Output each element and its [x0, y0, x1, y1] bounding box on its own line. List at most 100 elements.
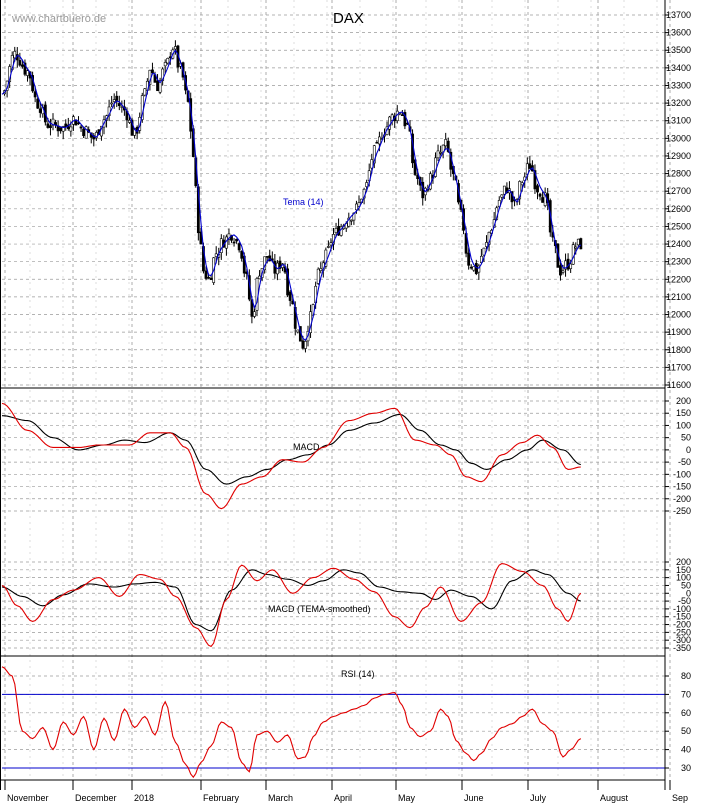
x-tick-label: December: [75, 793, 117, 803]
candle-body: [219, 238, 223, 253]
indicator-line: [1, 402, 581, 510]
candle-body: [209, 277, 213, 281]
y-tick-label: -150: [673, 482, 691, 492]
candle-body: [253, 311, 256, 317]
candle-body: [375, 141, 379, 144]
y-tick-label: 13200: [666, 98, 691, 108]
y-tick-label: 100: [676, 420, 691, 430]
candle-body: [377, 136, 381, 145]
candle-body: [370, 159, 374, 169]
y-tick-label: 13300: [666, 80, 691, 90]
candle-body: [232, 241, 236, 244]
y-tick-label: 13400: [666, 63, 691, 73]
x-tick-label: Sep: [672, 793, 688, 803]
candle-body: [482, 247, 486, 256]
candle-body: [326, 246, 330, 248]
macd-label: MACD: [293, 442, 320, 452]
candle-body: [235, 238, 239, 242]
candle-body: [446, 140, 450, 152]
candle-body: [112, 99, 116, 102]
y-tick-label: -100: [673, 604, 691, 614]
y-tick-label: -50: [678, 596, 691, 606]
candle-body: [564, 260, 567, 270]
y-tick-label: 200: [676, 557, 691, 567]
candle-body: [467, 252, 471, 266]
candle-body: [500, 194, 504, 198]
candle-body: [579, 238, 583, 250]
candle-body: [36, 98, 40, 109]
x-tick-label: June: [464, 793, 484, 803]
candle-body: [278, 260, 282, 269]
candle-body: [497, 200, 501, 207]
candle-body: [23, 62, 27, 75]
y-tick-label: 12300: [666, 257, 691, 267]
y-tick-label: 50: [681, 580, 691, 590]
candle-body: [110, 102, 114, 105]
candle-body: [477, 265, 481, 273]
candle-body: [130, 119, 134, 136]
y-tick-label: 70: [681, 689, 691, 699]
y-tick-label: 30: [681, 763, 691, 773]
axis-layer: November December 2018 February March April Ma…: [4, 10, 691, 803]
candle-body: [485, 242, 488, 247]
y-tick-label: 13600: [666, 28, 691, 38]
candle-body: [82, 128, 86, 136]
candle-body: [84, 126, 88, 139]
candle-body: [237, 243, 241, 251]
x-tick-label: August: [600, 793, 629, 803]
candle-body: [574, 246, 578, 249]
candle-body: [518, 181, 522, 200]
frame-layer: [0, 0, 666, 790]
candle-body: [18, 60, 22, 66]
y-tick-label: 150: [676, 565, 691, 575]
candle-body: [528, 163, 532, 169]
candle-body: [265, 256, 269, 258]
y-tick-label: 150: [676, 408, 691, 418]
y-tick-label: 0: [686, 445, 691, 455]
candle-body: [33, 91, 37, 98]
candle-body: [576, 238, 580, 246]
y-tick-label: -250: [673, 506, 691, 516]
candle-body: [240, 250, 244, 259]
candle-body: [502, 185, 506, 195]
candle-body: [158, 80, 162, 93]
y-tick-label: 12000: [666, 310, 691, 320]
candle-body: [38, 108, 42, 113]
y-tick-label: 11700: [667, 362, 691, 372]
candle-body: [296, 329, 300, 333]
indicator-line: [1, 413, 581, 485]
indicator-line: [1, 666, 582, 779]
candle-body: [174, 46, 177, 50]
candle-body: [59, 127, 63, 132]
candle-body: [163, 62, 167, 67]
y-tick-label: -200: [673, 620, 691, 630]
x-tick-label: November: [7, 793, 49, 803]
candle-body: [143, 88, 147, 96]
watermark: www.chartbuero.de: [11, 13, 106, 25]
candle-body: [472, 266, 476, 271]
tema-label: Tema (14): [283, 197, 324, 207]
candle-body: [324, 249, 328, 267]
y-tick-label: 12600: [666, 204, 691, 214]
indicator-line: [1, 569, 581, 632]
candle-body: [347, 217, 351, 227]
candle-body: [156, 80, 159, 92]
candle-body: [161, 68, 165, 81]
x-tick-label: 2018: [134, 793, 154, 803]
candle-body: [79, 126, 83, 129]
candle-body: [286, 268, 290, 296]
y-tick-label: -300: [673, 635, 691, 645]
candle-body: [77, 122, 80, 125]
candle-body: [538, 193, 542, 197]
candle-body: [51, 118, 55, 126]
candle-body: [151, 69, 154, 74]
candle-body: [474, 263, 478, 274]
candle-body: [117, 103, 121, 106]
y-tick-label: 12700: [666, 186, 691, 196]
macd-tema-label: MACD (TEMA-smoothed): [268, 604, 371, 614]
candle-body: [214, 253, 218, 257]
y-tick-label: 11600: [667, 380, 691, 390]
y-tick-label: 13500: [666, 45, 691, 55]
y-tick-label: -350: [673, 643, 691, 653]
